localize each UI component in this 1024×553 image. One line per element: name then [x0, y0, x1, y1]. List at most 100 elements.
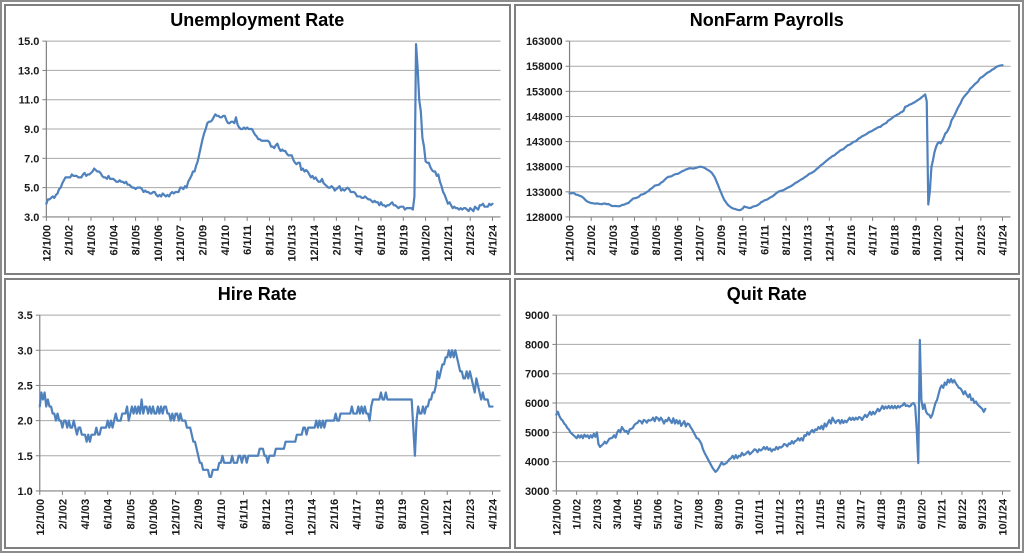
svg-text:2/1/09: 2/1/09 [198, 225, 210, 256]
svg-text:10/1/13: 10/1/13 [802, 225, 814, 262]
svg-text:138000: 138000 [525, 162, 562, 174]
svg-text:10/1/20: 10/1/20 [421, 225, 433, 262]
svg-text:4/1/24: 4/1/24 [997, 224, 1009, 255]
svg-text:12/1/21: 12/1/21 [954, 225, 966, 262]
svg-text:4/1/10: 4/1/10 [737, 225, 749, 256]
svg-text:2/1/16: 2/1/16 [835, 499, 847, 530]
svg-text:7/1/21: 7/1/21 [936, 499, 948, 530]
svg-text:2/1/02: 2/1/02 [57, 499, 69, 530]
svg-text:133000: 133000 [525, 187, 562, 199]
svg-text:6/1/20: 6/1/20 [916, 499, 928, 530]
svg-text:6/1/11: 6/1/11 [242, 225, 254, 255]
svg-text:3/1/04: 3/1/04 [612, 498, 624, 529]
nonfarm-payrolls-chart: 128000 133000 138000 143000 148000 153000 1580… [525, 36, 1011, 262]
chart-title-quit-rate: Quit Rate [726, 284, 807, 304]
svg-text:2/1/02: 2/1/02 [64, 225, 76, 256]
svg-text:5/1/06: 5/1/06 [652, 499, 664, 530]
svg-text:4/1/03: 4/1/03 [607, 225, 619, 256]
svg-text:10/1/13: 10/1/13 [287, 225, 299, 262]
svg-text:3.5: 3.5 [18, 310, 33, 322]
svg-text:1.5: 1.5 [18, 451, 33, 463]
svg-text:8/1/19: 8/1/19 [397, 499, 409, 530]
svg-text:6/1/11: 6/1/11 [238, 499, 250, 529]
svg-text:10/1/06: 10/1/06 [148, 499, 160, 536]
svg-text:8/1/12: 8/1/12 [264, 225, 276, 256]
svg-text:8/1/12: 8/1/12 [781, 225, 793, 256]
svg-text:5.0: 5.0 [24, 183, 39, 195]
svg-text:6/1/04: 6/1/04 [103, 498, 115, 529]
svg-text:6/1/18: 6/1/18 [376, 225, 388, 256]
svg-text:8/1/19: 8/1/19 [910, 225, 922, 256]
svg-text:12/1/07: 12/1/07 [694, 225, 706, 262]
svg-text:11/1/12: 11/1/12 [774, 499, 786, 535]
svg-text:3.0: 3.0 [24, 212, 39, 224]
svg-text:8/1/05: 8/1/05 [131, 225, 143, 256]
svg-text:13.0: 13.0 [18, 65, 39, 77]
svg-text:10/1/20: 10/1/20 [932, 225, 944, 262]
svg-text:12/1/07: 12/1/07 [171, 499, 183, 536]
svg-text:6/1/11: 6/1/11 [759, 225, 771, 255]
svg-text:4/1/03: 4/1/03 [80, 499, 92, 530]
svg-text:4/1/18: 4/1/18 [875, 499, 887, 530]
svg-text:4/1/10: 4/1/10 [220, 225, 232, 256]
svg-text:12/1/21: 12/1/21 [442, 499, 454, 536]
svg-text:2/1/16: 2/1/16 [329, 499, 341, 530]
svg-text:2/1/03: 2/1/03 [591, 499, 603, 530]
svg-text:12/1/14: 12/1/14 [309, 224, 321, 261]
chart-title-nonfarm-payrolls: NonFarm Payrolls [689, 10, 844, 30]
svg-text:15.0: 15.0 [18, 36, 39, 48]
svg-text:1/1/15: 1/1/15 [814, 499, 826, 530]
svg-text:12/1/13: 12/1/13 [794, 499, 806, 536]
svg-text:158000: 158000 [525, 61, 562, 73]
svg-text:5000: 5000 [524, 427, 548, 439]
svg-text:12/1/21: 12/1/21 [443, 225, 455, 262]
svg-text:3/1/17: 3/1/17 [855, 499, 867, 530]
svg-text:11.0: 11.0 [19, 95, 40, 107]
svg-text:4000: 4000 [524, 457, 548, 469]
svg-text:12/1/00: 12/1/00 [564, 225, 576, 262]
svg-text:8/1/05: 8/1/05 [651, 225, 663, 256]
svg-text:12/1/00: 12/1/00 [35, 499, 47, 536]
svg-text:2/1/23: 2/1/23 [975, 225, 987, 256]
svg-text:4/1/10: 4/1/10 [216, 499, 228, 530]
svg-text:12/1/00: 12/1/00 [41, 225, 53, 262]
svg-text:2/1/09: 2/1/09 [716, 225, 728, 256]
svg-text:4/1/24: 4/1/24 [488, 498, 500, 529]
nonfarm-payrolls-panel: NonFarm Payrolls 128000 133000 138000 14300… [513, 4, 1020, 275]
svg-text:9/1/23: 9/1/23 [977, 499, 989, 530]
chart-title-unemployment-rate: Unemployment Rate [170, 10, 345, 30]
svg-text:6/1/07: 6/1/07 [673, 499, 685, 530]
svg-text:4/1/17: 4/1/17 [867, 225, 879, 256]
svg-text:2/1/09: 2/1/09 [193, 499, 205, 530]
svg-text:8/1/09: 8/1/09 [713, 499, 725, 530]
unemployment-rate-panel: Unemployment Rate 3.0 5.0 7.0 9.0 11.0 13.0 15… [4, 4, 511, 275]
svg-text:8/1/12: 8/1/12 [261, 499, 273, 530]
svg-text:6/1/18: 6/1/18 [889, 225, 901, 256]
svg-text:2/1/16: 2/1/16 [331, 225, 343, 256]
svg-text:10/1/06: 10/1/06 [672, 225, 684, 262]
svg-text:4/1/17: 4/1/17 [354, 225, 366, 256]
svg-text:128000: 128000 [525, 212, 562, 224]
quit-rate-panel: Quit Rate 3000 4000 5000 6000 7000 8000 9000 12… [513, 278, 1020, 549]
svg-text:8/1/05: 8/1/05 [125, 499, 137, 530]
svg-text:9.0: 9.0 [24, 124, 39, 136]
svg-text:4/1/17: 4/1/17 [352, 499, 364, 530]
svg-text:2/1/02: 2/1/02 [586, 225, 598, 256]
svg-text:5/1/19: 5/1/19 [896, 499, 908, 530]
hire-rate-panel: Hire Rate 1.0 1.5 2.0 2.5 3.0 3.5 12/1/00 2/1/0… [4, 278, 511, 549]
quit-rate-chart: 3000 4000 5000 6000 7000 8000 9000 12/1/00 1/1/0… [524, 310, 1011, 536]
svg-text:1.0: 1.0 [18, 486, 33, 498]
svg-text:2.5: 2.5 [18, 380, 33, 392]
svg-text:10/1/06: 10/1/06 [153, 225, 165, 262]
svg-text:4/1/03: 4/1/03 [86, 225, 98, 256]
svg-text:1/1/02: 1/1/02 [571, 499, 583, 530]
svg-text:7000: 7000 [524, 369, 548, 381]
svg-text:2/1/23: 2/1/23 [465, 225, 477, 256]
svg-text:10/1/11: 10/1/11 [754, 499, 766, 535]
svg-text:8000: 8000 [524, 339, 548, 351]
svg-text:2.0: 2.0 [18, 416, 33, 428]
svg-text:8/1/22: 8/1/22 [956, 499, 968, 530]
svg-text:6/1/18: 6/1/18 [374, 499, 386, 530]
svg-text:9/1/10: 9/1/10 [733, 499, 745, 530]
svg-text:10/1/13: 10/1/13 [284, 499, 296, 536]
